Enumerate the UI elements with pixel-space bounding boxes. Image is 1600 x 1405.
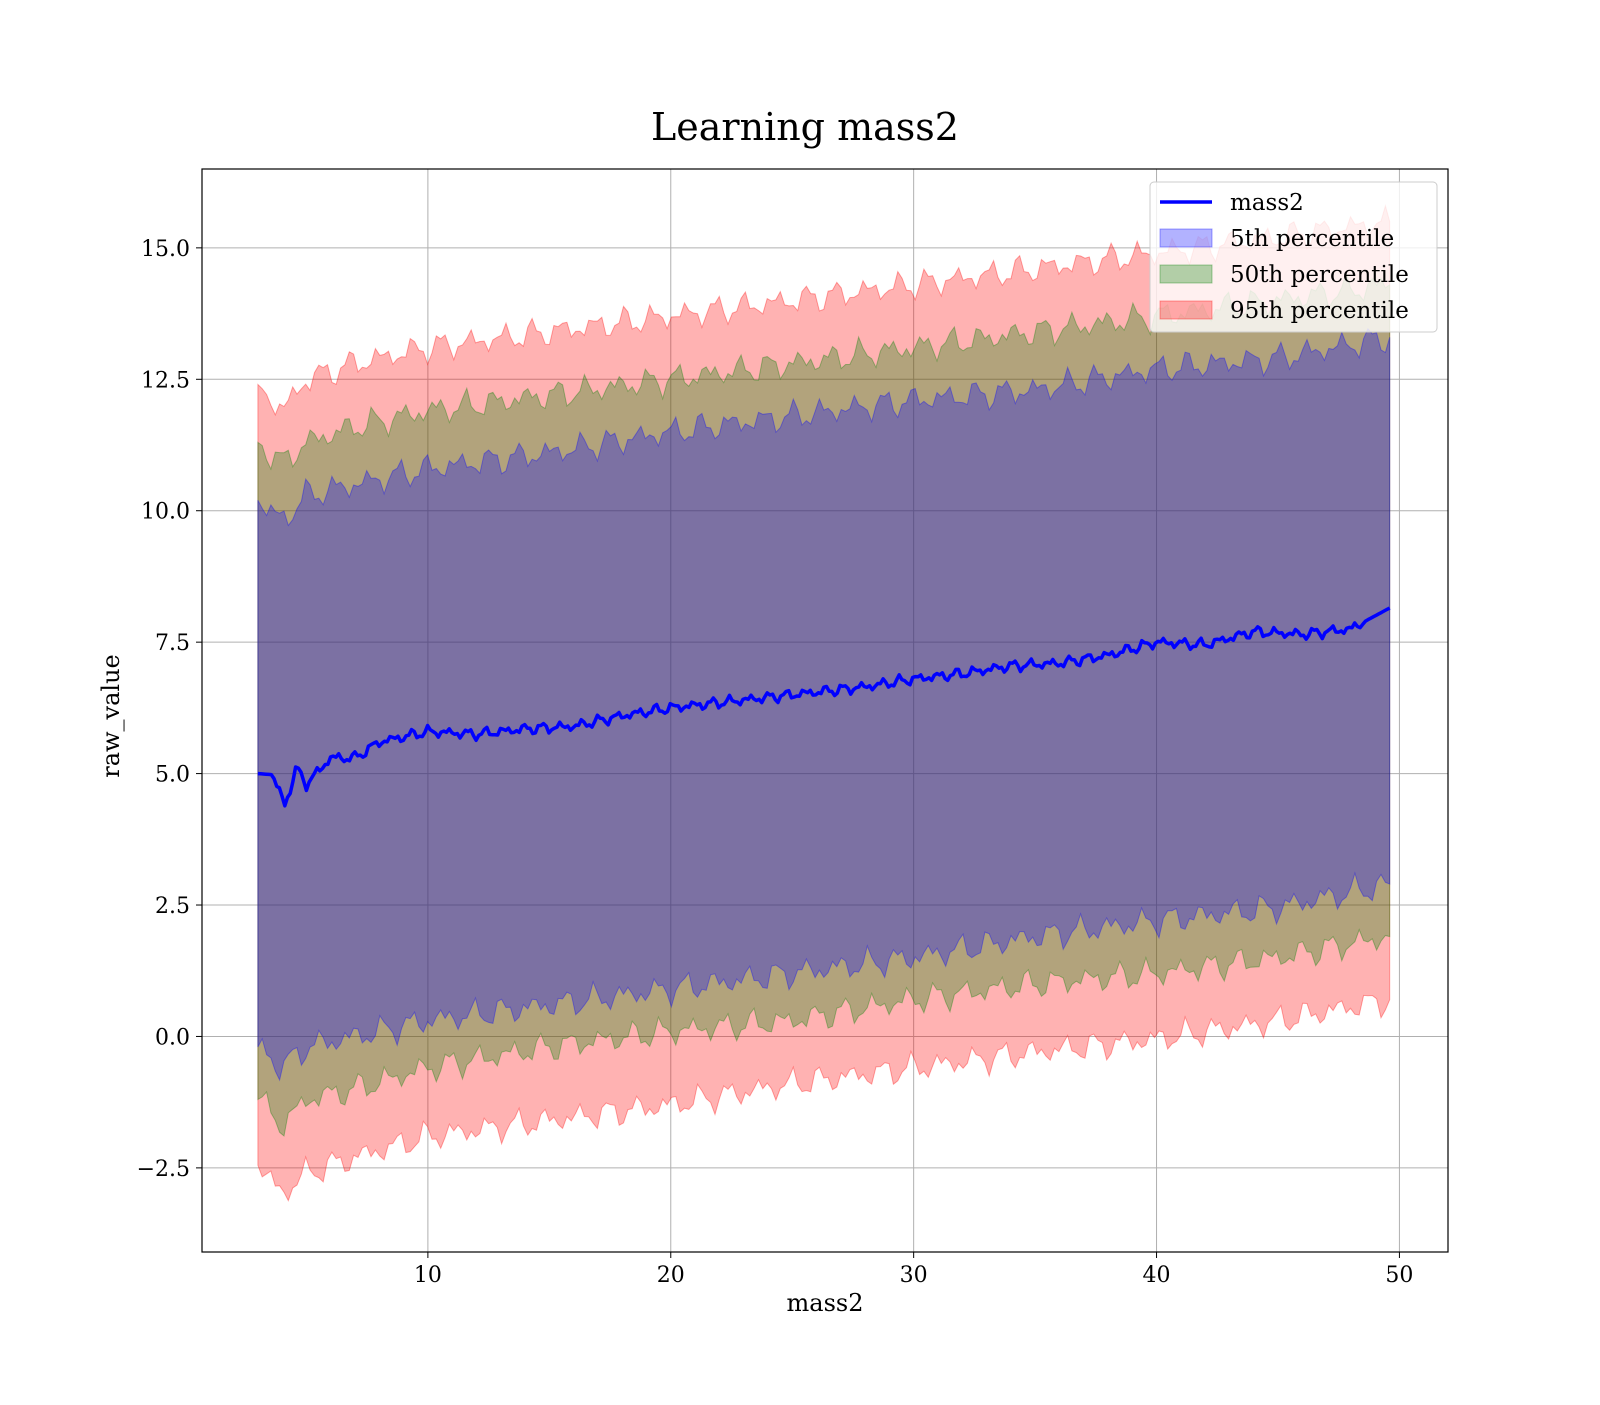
legend-swatch-patch <box>1159 264 1213 284</box>
band-50th-percentile <box>257 271 1391 1137</box>
x-tick-label: 50 <box>1385 1263 1413 1288</box>
y-axis-label: raw_value <box>97 654 125 778</box>
plot-frame <box>201 168 1449 1253</box>
y-tick-label: 10.0 <box>141 500 190 525</box>
legend: mass2 5th percentile 50th percentile 95th p… <box>1149 181 1438 333</box>
band-5th-percentile <box>257 327 1391 1082</box>
x-tick-label: 20 <box>657 1263 685 1288</box>
y-tick-label: −2.5 <box>137 1157 190 1182</box>
series-lines <box>257 606 1391 808</box>
x-tick-label: 10 <box>414 1263 442 1288</box>
y-tick-label: 7.5 <box>155 631 190 656</box>
y-tick-label: 15.0 <box>141 237 190 262</box>
x-tick-label: 40 <box>1143 1263 1171 1288</box>
y-tick-label: 0.0 <box>155 1025 190 1050</box>
x-axis-label: mass2 <box>787 1289 864 1317</box>
legend-label: mass2 <box>1230 190 1304 216</box>
legend-swatch-patch <box>1159 228 1213 248</box>
series-line-mass2 <box>257 606 1391 808</box>
legend-swatch-patch <box>1159 300 1213 320</box>
x-tick-label: 30 <box>900 1263 928 1288</box>
y-tick-label: 5.0 <box>155 763 190 788</box>
axes: 10 20 30 40 50 −2.5 0.0 2.5 5.0 7.5 10.0 12.5 15.0 <box>137 168 1449 1288</box>
legend-label: 50th percentile <box>1230 262 1409 288</box>
legend-box <box>1149 181 1438 333</box>
y-tick-label: 12.5 <box>141 368 190 393</box>
band-95th-percentile <box>257 204 1391 1202</box>
legend-label: 5th percentile <box>1230 226 1394 252</box>
chart-title: Learning mass2 <box>651 105 959 149</box>
y-tick-label: 2.5 <box>155 894 190 919</box>
legend-label: 95th percentile <box>1230 298 1409 324</box>
percentile-bands <box>257 204 1391 1202</box>
